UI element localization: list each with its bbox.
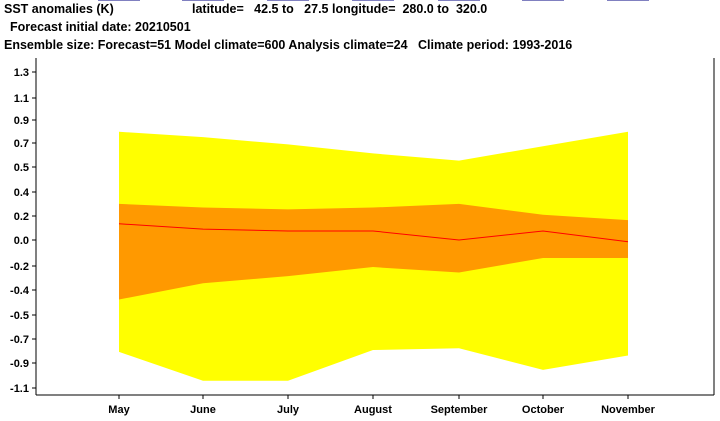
analysis-median-line xyxy=(118,223,629,243)
x-tick-label: November xyxy=(601,404,656,416)
chart-header: SST anomalies (K) latitude= 42.5 to 27.5… xyxy=(0,0,720,56)
y-tick-label: 0.5 xyxy=(14,162,29,174)
y-tick-label: -0.9 xyxy=(10,358,29,370)
chart-axes: 1.3 1.1 0.9 0.7 0.5 0.4 0.2 0.0 -0.2 -0.4 -0.5 -0.7… xyxy=(10,58,715,416)
ensemble-info-label: Ensemble size: Forecast=51 Model climate… xyxy=(4,38,573,52)
chart-title: SST anomalies (K) xyxy=(4,2,114,16)
y-tick-label: -0.5 xyxy=(10,310,29,322)
y-tick-label: 0.4 xyxy=(14,187,30,199)
x-tick-label: October xyxy=(522,404,565,416)
climate-bands xyxy=(119,131,628,381)
y-tick-label: -1.1 xyxy=(10,383,29,395)
x-tick-label: May xyxy=(108,404,130,416)
x-tick-label: July xyxy=(277,404,300,416)
y-tick-label: 1.3 xyxy=(14,67,29,79)
y-tick-label: -0.2 xyxy=(10,261,29,273)
analysis-line-group xyxy=(118,223,629,243)
y-tick-label: 1.1 xyxy=(14,93,29,105)
y-tick-label: 0.2 xyxy=(14,211,29,223)
x-tick-label: August xyxy=(354,404,392,416)
y-tick-label: -0.4 xyxy=(10,285,30,297)
forecast-date-label: Forecast initial date: 20210501 xyxy=(10,20,191,34)
x-tick-label: September xyxy=(431,404,489,416)
y-tick-label: 0.9 xyxy=(14,115,29,127)
region-label: latitude= 42.5 to 27.5 longitude= 280.0 … xyxy=(192,2,488,16)
y-tick-label: 0.7 xyxy=(14,138,29,150)
x-tick-label: June xyxy=(190,404,216,416)
climate-band-inner xyxy=(119,203,628,300)
y-tick-label: -0.7 xyxy=(10,334,29,346)
y-tick-label: 0.0 xyxy=(14,235,29,247)
